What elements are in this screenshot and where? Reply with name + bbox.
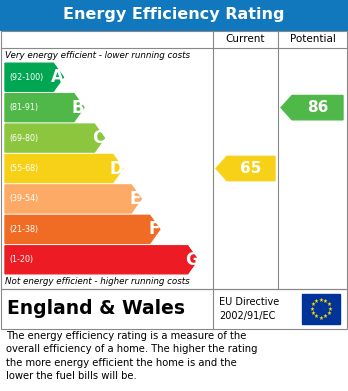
Text: ★: ★ <box>310 307 315 312</box>
Text: Not energy efficient - higher running costs: Not energy efficient - higher running co… <box>5 278 190 287</box>
Text: A: A <box>51 68 64 86</box>
Bar <box>0 0 348 30</box>
Text: 86: 86 <box>307 100 328 115</box>
Text: EU Directive
2002/91/EC: EU Directive 2002/91/EC <box>219 298 279 321</box>
Text: Very energy efficient - lower running costs: Very energy efficient - lower running co… <box>5 50 190 59</box>
Text: ★: ★ <box>327 307 332 312</box>
Text: ★: ★ <box>323 314 328 319</box>
Text: ★: ★ <box>314 299 319 304</box>
Text: (69-80): (69-80) <box>9 134 38 143</box>
Bar <box>302 294 340 324</box>
Polygon shape <box>5 246 198 274</box>
Text: B: B <box>72 99 84 117</box>
Text: Potential: Potential <box>290 34 336 44</box>
Polygon shape <box>5 93 84 122</box>
Text: Energy Efficiency Rating: Energy Efficiency Rating <box>63 7 285 23</box>
Text: ★: ★ <box>326 302 331 307</box>
Text: (81-91): (81-91) <box>9 103 38 112</box>
Text: ★: ★ <box>318 298 323 303</box>
Text: ★: ★ <box>323 299 328 304</box>
Polygon shape <box>5 215 160 243</box>
Text: 65: 65 <box>240 161 262 176</box>
Text: C: C <box>92 129 104 147</box>
Text: E: E <box>130 190 141 208</box>
Bar <box>1 289 347 329</box>
Text: ★: ★ <box>314 314 319 319</box>
Bar <box>1 289 347 329</box>
Polygon shape <box>216 156 275 181</box>
Text: ★: ★ <box>326 311 331 316</box>
Text: (55-68): (55-68) <box>9 164 38 173</box>
Text: (39-54): (39-54) <box>9 194 38 203</box>
Polygon shape <box>5 154 123 183</box>
Text: ★: ★ <box>311 302 316 307</box>
Text: (92-100): (92-100) <box>9 73 43 82</box>
Text: D: D <box>110 160 124 178</box>
Text: G: G <box>185 251 199 269</box>
Text: F: F <box>148 221 159 239</box>
Text: England & Wales: England & Wales <box>7 300 185 319</box>
Bar <box>1 31 347 289</box>
Polygon shape <box>281 95 343 120</box>
Text: The energy efficiency rating is a measure of the
overall efficiency of a home. T: The energy efficiency rating is a measur… <box>6 331 258 381</box>
Polygon shape <box>5 185 141 213</box>
Text: ★: ★ <box>311 311 316 316</box>
Polygon shape <box>5 124 104 152</box>
Text: ★: ★ <box>318 316 323 321</box>
Text: (21-38): (21-38) <box>9 225 38 234</box>
Polygon shape <box>5 63 63 91</box>
Text: Current: Current <box>226 34 265 44</box>
Text: (1-20): (1-20) <box>9 255 33 264</box>
